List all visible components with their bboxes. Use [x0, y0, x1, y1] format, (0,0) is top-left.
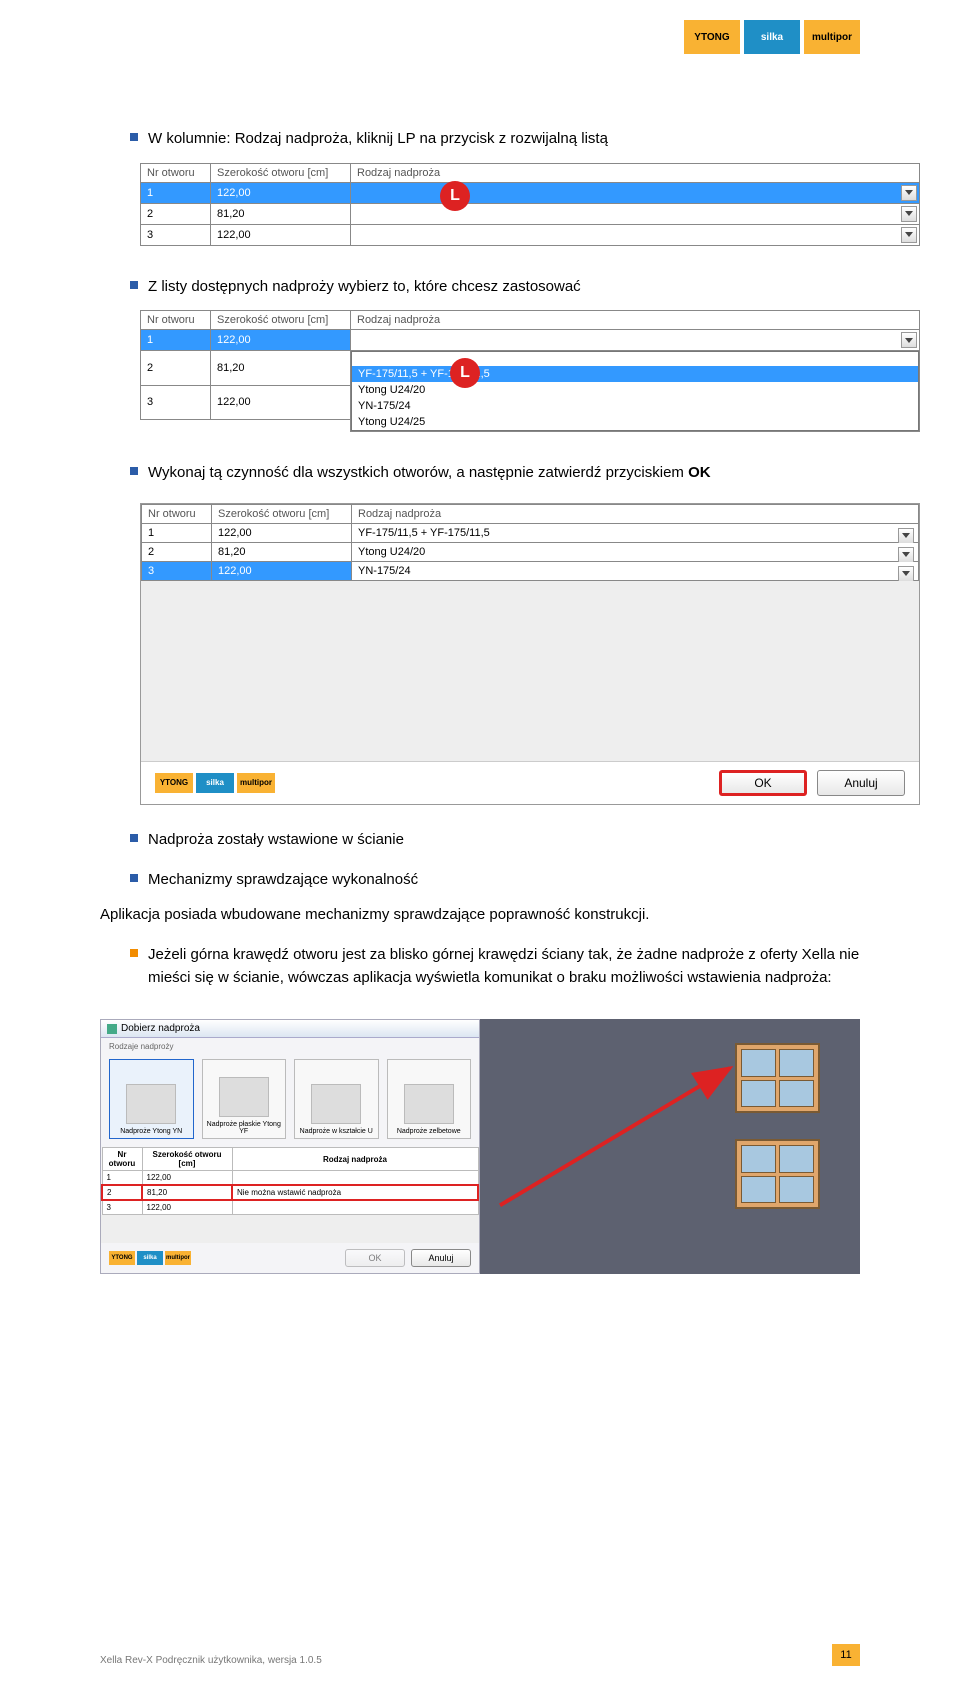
dropdown-list[interactable]: YF-175/11,5 + YF-175/11,5 Ytong U24/20 Y…	[351, 351, 919, 431]
window-icon	[735, 1139, 820, 1209]
mini-logo-bar: YTONG silka multipor	[155, 773, 275, 793]
bullet-icon	[130, 949, 138, 957]
bullet-icon	[130, 834, 138, 842]
marker-l: L	[450, 358, 480, 388]
bullet-2: Z listy dostępnych nadproży wybierz to, …	[130, 276, 860, 299]
dropdown-btn[interactable]	[351, 225, 919, 245]
chevron-down-icon	[898, 566, 914, 582]
logo-ytong: YTONG	[684, 20, 740, 54]
chevron-down-icon	[901, 227, 917, 243]
logo-multipor: multipor	[804, 20, 860, 54]
dropdown-option[interactable]: Ytong U24/20	[352, 382, 918, 398]
table-row[interactable]: 3122,00 YN-175/24	[142, 561, 919, 580]
table-row[interactable]: 281,20	[141, 203, 920, 224]
dropdown-option[interactable]: Ytong U24/25	[352, 414, 918, 430]
bullet-1-text: W kolumnie: Rodzaj nadproża, kliknij LP …	[148, 128, 608, 151]
table-row[interactable]: 3122,00	[141, 224, 920, 245]
tab-card[interactable]: Nadproże zelbetowe	[387, 1059, 472, 1139]
tab-card[interactable]: Nadproże płaskie Ytong YF	[202, 1059, 287, 1139]
mini-logo-bar: YTONG silka multipor	[109, 1251, 191, 1265]
ok-button[interactable]: OK	[719, 770, 807, 796]
body-text-1: Aplikacja posiada wbudowane mechanizmy s…	[100, 904, 860, 927]
table-row[interactable]: 281,20Nie można wstawić nadproża	[102, 1185, 478, 1200]
wall-preview	[480, 1019, 860, 1274]
page-number: 11	[832, 1644, 860, 1666]
chevron-down-icon	[901, 206, 917, 222]
bullet-4: Nadproża zostały wstawione w ścianie	[130, 829, 860, 852]
brand-logo-bar: YTONG silka multipor	[684, 20, 860, 54]
bullet-3-text: Wykonaj tą czynność dla wszystkich otwor…	[148, 462, 711, 485]
bullet-3: Wykonaj tą czynność dla wszystkich otwor…	[130, 462, 860, 485]
bullet-icon	[130, 467, 138, 475]
table-row[interactable]: 1122,00	[102, 1171, 478, 1186]
bullet-6: Jeżeli górna krawędź otworu jest za blis…	[130, 944, 860, 989]
ok-button[interactable]: OK	[345, 1249, 405, 1267]
window-icon	[735, 1043, 820, 1113]
dropdown-option[interactable]: YN-175/24	[352, 398, 918, 414]
bullet-icon	[130, 133, 138, 141]
cancel-button[interactable]: Anuluj	[411, 1249, 471, 1267]
marker-l: L	[440, 181, 470, 211]
bullet-4-text: Nadproża zostały wstawione w ścianie	[148, 829, 404, 852]
composite-title: Dobierz nadproża	[101, 1020, 479, 1038]
grid-1: Nr otworu Szerokość otworu [cm] Rodzaj n…	[140, 163, 920, 246]
bullet-icon	[130, 874, 138, 882]
chevron-down-icon	[901, 185, 917, 201]
bullet-1: W kolumnie: Rodzaj nadproża, kliknij LP …	[130, 128, 860, 151]
bullet-5-text: Mechanizmy sprawdzające wykonalność	[148, 869, 418, 892]
table-row[interactable]: 281,20 YF-175/11,5 + YF-175/11,5 Ytong U…	[141, 351, 920, 386]
tab-card[interactable]: Nadproże w kształcie U	[294, 1059, 379, 1139]
dropdown-btn[interactable]	[351, 183, 919, 203]
dialog-grid: Nr otworu Szerokość otworu [cm] Rodzaj n…	[141, 504, 919, 581]
composite-grid: Nr otworuSzerokość otworu [cm]Rodzaj nad…	[101, 1147, 479, 1215]
bullet-2-text: Z listy dostępnych nadproży wybierz to, …	[148, 276, 581, 299]
logo-silka: silka	[744, 20, 800, 54]
table-row[interactable]: 3122,00	[102, 1200, 478, 1215]
grid-2: Nr otworu Szerokość otworu [cm] Rodzaj n…	[140, 310, 920, 432]
dropdown-btn[interactable]	[351, 204, 919, 224]
tab-card[interactable]: Nadproże Ytong YN	[109, 1059, 194, 1139]
chevron-down-icon	[901, 332, 917, 348]
composite-dialog: Dobierz nadproża Rodzaje nadproży Nadpro…	[100, 1019, 480, 1274]
dialog-panel: Nr otworu Szerokość otworu [cm] Rodzaj n…	[140, 503, 920, 805]
dropdown-option[interactable]: YF-175/11,5 + YF-175/11,5	[352, 366, 918, 382]
footer-text: Xella Rev-X Podręcznik użytkownika, wers…	[100, 1655, 322, 1666]
bullet-5: Mechanizmy sprawdzające wykonalność	[130, 869, 860, 892]
dropdown-btn[interactable]	[351, 330, 919, 350]
table-row[interactable]: 281,20 Ytong U24/20	[142, 542, 919, 561]
composite-tabs: Nadproże Ytong YN Nadproże płaskie Ytong…	[101, 1051, 479, 1147]
composite-figure: Dobierz nadproża Rodzaje nadproży Nadpro…	[100, 1019, 860, 1274]
table-row[interactable]: 1122,00 YF-175/11,5 + YF-175/11,5	[142, 523, 919, 542]
table-row[interactable]: 1122,00	[141, 182, 920, 203]
bullet-icon	[130, 281, 138, 289]
bullet-6-text: Jeżeli górna krawędź otworu jest za blis…	[148, 944, 860, 989]
table-row[interactable]: 1122,00	[141, 330, 920, 351]
cancel-button[interactable]: Anuluj	[817, 770, 905, 796]
